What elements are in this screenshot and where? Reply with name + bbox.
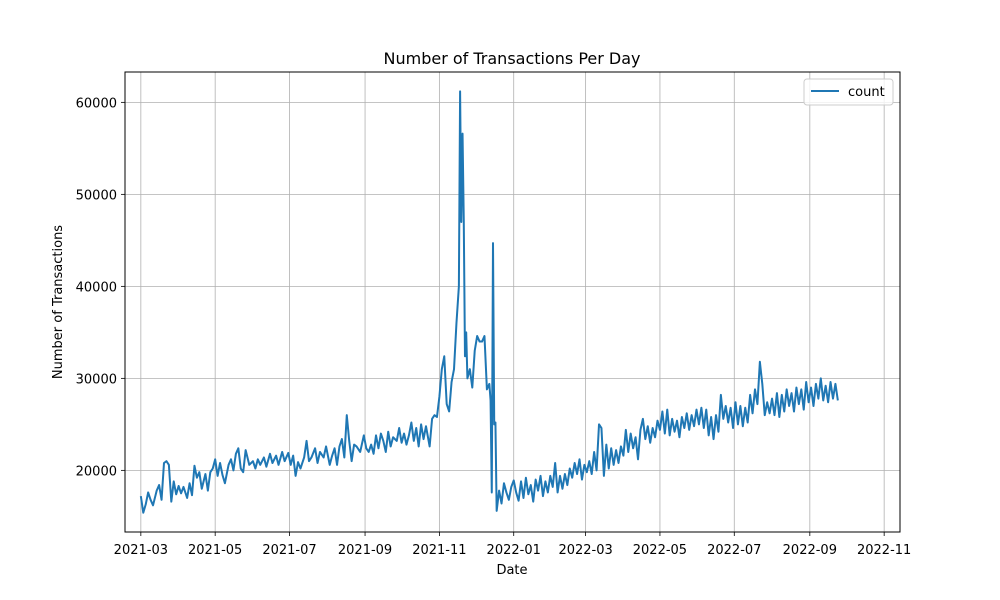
legend-box: [803, 78, 894, 106]
x-tick-label: 2021-03: [114, 543, 168, 558]
x-tick-label: 2021-07: [262, 543, 316, 558]
y-tick-label: 60000: [76, 96, 117, 111]
chart-title: Number of Transactions Per Day: [384, 49, 641, 68]
x-tick-label: 2022-09: [783, 543, 837, 558]
series-layer: [139, 90, 839, 514]
x-tick-label: 2022-01: [487, 543, 541, 558]
tick-layer: 2021-03 2021-05 2021-07 2021-09 2021-11 2022-…: [76, 96, 912, 558]
y-tick-label: 40000: [76, 280, 117, 295]
grid-layer: [125, 72, 900, 532]
x-tick-label: 2022-05: [633, 543, 687, 558]
plot-frame: [124, 71, 901, 533]
series-line-count: [139, 90, 839, 514]
legend-label-count: count: [848, 85, 885, 100]
y-tick-label: 20000: [76, 464, 117, 479]
x-tick-label: 2021-05: [188, 543, 242, 558]
x-tick-label: 2021-11: [412, 543, 466, 558]
y-axis-title: Number of Transactions: [51, 225, 66, 379]
y-tick-label: 30000: [76, 372, 117, 387]
x-tick-label: 2021-09: [338, 543, 392, 558]
x-tick-label: 2022-11: [857, 543, 911, 558]
legend: count: [803, 78, 894, 106]
y-tick-label: 50000: [76, 188, 117, 203]
x-tick-label: 2022-03: [558, 543, 612, 558]
x-axis-title: Date: [496, 563, 527, 578]
x-tick-label: 2022-07: [707, 543, 761, 558]
